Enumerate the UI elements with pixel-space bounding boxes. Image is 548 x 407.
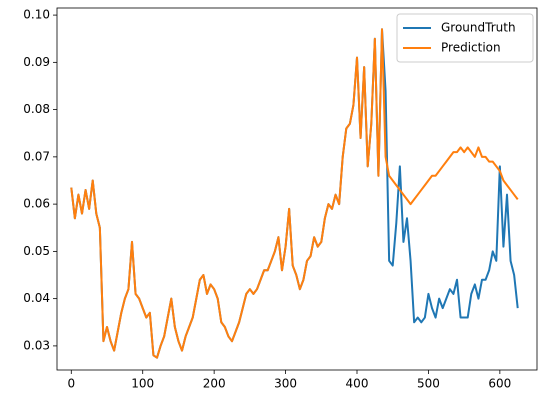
x-tick-label: 300 — [274, 377, 297, 391]
x-tick-label: 600 — [488, 377, 511, 391]
x-tick-label: 400 — [346, 377, 369, 391]
legend-label: GroundTruth — [441, 21, 516, 35]
y-tick-label: 0.09 — [23, 55, 50, 69]
y-tick-label: 0.08 — [23, 102, 50, 116]
x-tick-label: 500 — [417, 377, 440, 391]
y-tick-label: 0.03 — [23, 338, 50, 352]
x-tick-label: 0 — [67, 377, 75, 391]
y-tick-label: 0.07 — [23, 149, 50, 163]
line-series — [70, 28, 519, 359]
y-tick-label: 0.04 — [23, 291, 50, 305]
x-tick-label: 200 — [203, 377, 226, 391]
legend-box — [396, 13, 534, 63]
y-tick-label: 0.06 — [23, 197, 50, 211]
x-tick-label: 100 — [131, 377, 154, 391]
y-tick-label: 0.05 — [23, 244, 50, 258]
plot-frame — [56, 7, 538, 371]
y-tick-label: 0.10 — [23, 8, 50, 22]
legend-label: Prediction — [441, 41, 501, 55]
line-series — [70, 28, 519, 359]
